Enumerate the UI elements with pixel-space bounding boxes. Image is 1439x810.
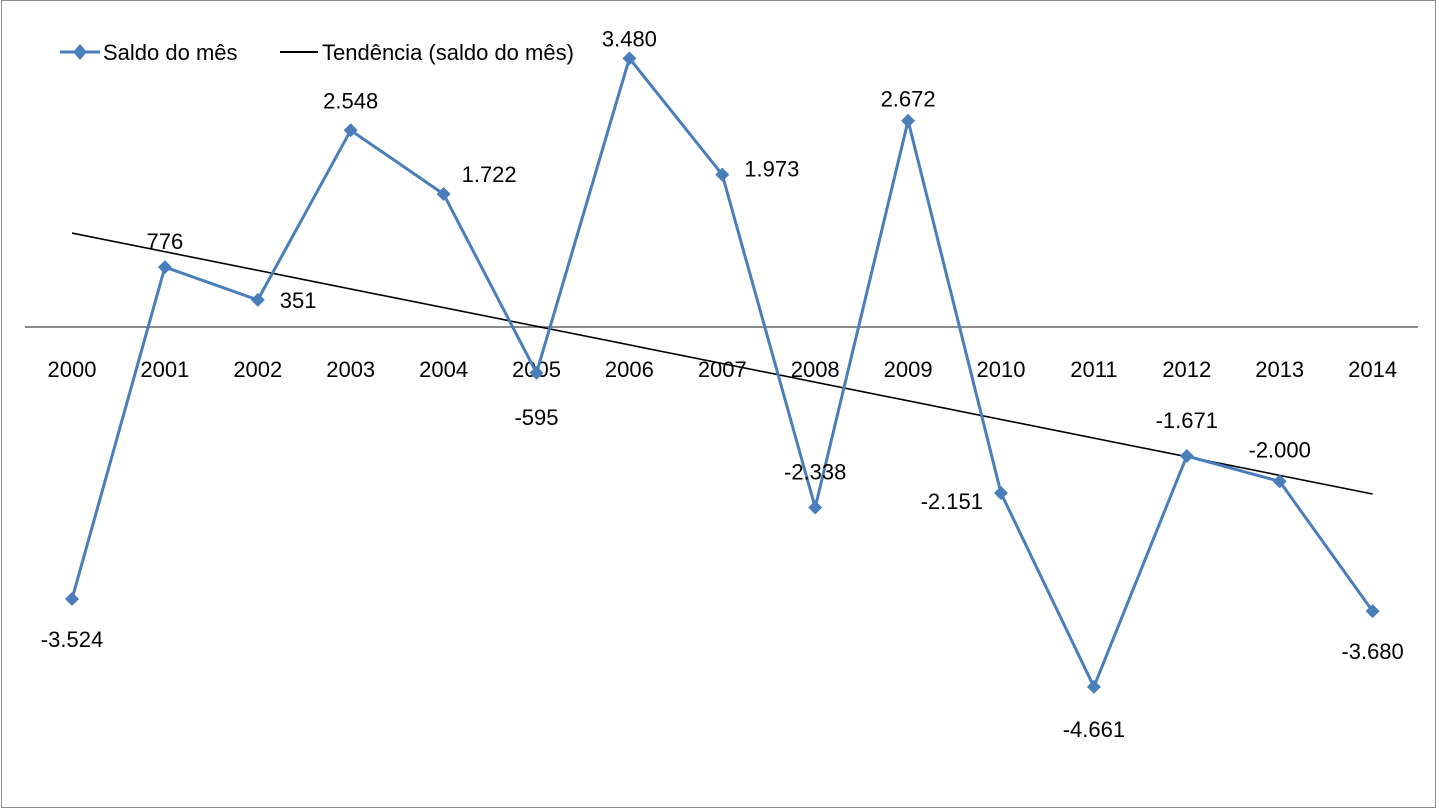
- data-label: -4.661: [1063, 717, 1125, 742]
- data-label: 1.722: [462, 162, 517, 187]
- data-label: 776: [147, 229, 184, 254]
- data-label: -3.524: [41, 627, 103, 652]
- legend-trend-label: Tendência (saldo do mês): [322, 40, 574, 65]
- data-point-marker: [808, 500, 823, 515]
- data-labels: -3.524 776 351 2.548 1.722 -595 3.480 1.973 -2.3…: [41, 26, 1404, 741]
- x-tick-label: 2012: [1162, 357, 1211, 382]
- x-tick-label: 2014: [1348, 357, 1397, 382]
- x-tick-label: 2003: [326, 357, 375, 382]
- data-point-marker: [65, 592, 79, 607]
- legend-series-marker: [73, 44, 87, 60]
- data-label: 3.480: [602, 26, 657, 51]
- x-tick-label: 2000: [48, 357, 97, 382]
- data-label: -1.671: [1156, 408, 1218, 433]
- data-label: 1.973: [744, 157, 799, 182]
- data-label: -2.000: [1249, 437, 1311, 462]
- data-label: 351: [280, 288, 317, 313]
- data-label: 2.548: [323, 88, 378, 113]
- data-point-marker: [1365, 604, 1380, 619]
- data-point-marker: [715, 167, 730, 182]
- x-tick-label: 2010: [977, 357, 1026, 382]
- data-point-marker: [436, 187, 451, 202]
- data-point-marker: [1272, 474, 1287, 489]
- x-tick-label: 2013: [1255, 357, 1304, 382]
- data-label: -2.151: [921, 489, 983, 514]
- data-point-marker: [250, 292, 265, 307]
- series-markers: [65, 51, 1380, 694]
- data-point-marker: [529, 365, 544, 380]
- data-point-marker: [1179, 449, 1194, 464]
- x-tick-label: 2009: [884, 357, 933, 382]
- x-tick-label: 2007: [698, 357, 747, 382]
- data-point-marker: [1086, 679, 1101, 694]
- x-tick-label: 2004: [419, 357, 468, 382]
- data-label: -595: [514, 405, 558, 430]
- x-tick-label: 2008: [791, 357, 840, 382]
- data-point-marker: [343, 123, 358, 138]
- x-tick-label: 2011: [1070, 357, 1117, 382]
- data-point-marker: [622, 51, 637, 66]
- x-tick-label: 2006: [605, 357, 654, 382]
- data-label: -3.680: [1341, 639, 1403, 664]
- x-axis-ticks: 2000200120022003200420052006200720082009…: [48, 357, 1398, 382]
- data-point-marker: [994, 486, 1008, 501]
- x-tick-label: 2001: [140, 357, 189, 382]
- data-point-marker: [157, 260, 172, 275]
- legend-series-label: Saldo do mês: [103, 40, 238, 65]
- trend-line: [71, 232, 1373, 495]
- legend: Saldo do mês Tendência (saldo do mês): [60, 40, 574, 65]
- data-label: -2.338: [784, 459, 846, 484]
- data-label: 2.672: [881, 87, 936, 112]
- data-point-marker: [901, 113, 916, 128]
- x-tick-label: 2002: [233, 357, 282, 382]
